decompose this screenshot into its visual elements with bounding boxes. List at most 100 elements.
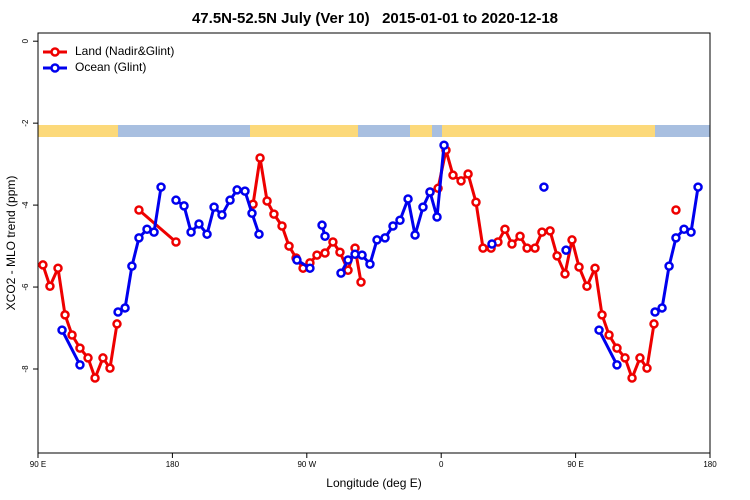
data-point [612, 360, 622, 370]
data-point [269, 209, 279, 219]
data-point [507, 239, 517, 249]
data-point [539, 182, 549, 192]
data-point [425, 187, 435, 197]
data-point [247, 208, 257, 219]
data-point [635, 353, 645, 363]
y-tick-label: 0 [21, 38, 30, 43]
data-point [418, 202, 428, 212]
data-point [336, 268, 346, 278]
land-band [250, 125, 358, 137]
data-point [171, 237, 181, 247]
data-point [537, 227, 547, 237]
data-point [225, 195, 235, 205]
data-point [112, 319, 122, 329]
data-point [365, 259, 375, 269]
data-point [328, 237, 338, 247]
data-point [254, 229, 264, 239]
data-point [456, 176, 466, 186]
data-point [356, 277, 366, 287]
x-tick-label: 180 [166, 460, 180, 469]
data-point [194, 219, 204, 229]
data-point [134, 205, 144, 215]
data-point [500, 224, 510, 235]
y-tick-label: -8 [21, 365, 30, 373]
land-band [38, 125, 118, 137]
data-point [522, 243, 532, 253]
data-point [57, 325, 67, 335]
legend-label: Land (Nadir&Glint) [75, 44, 174, 58]
data-point [487, 239, 497, 249]
x-tick-label: 180 [703, 460, 717, 469]
plot-frame [37, 32, 711, 454]
data-point [388, 221, 398, 231]
data-point [657, 303, 667, 313]
data-point [284, 241, 294, 251]
data-point [83, 353, 93, 363]
data-point [604, 330, 614, 340]
data-point [612, 343, 622, 353]
x-axis-label: Longitude (deg E) [326, 476, 421, 490]
data-point [75, 343, 85, 353]
data-point [594, 325, 604, 335]
y-tick-label: -2 [21, 119, 30, 127]
y-tick-label: -4 [21, 201, 30, 209]
data-point [320, 248, 330, 258]
data-point [410, 230, 420, 240]
legend-label: Ocean (Glint) [75, 60, 146, 74]
data-point [134, 233, 144, 243]
data-point [642, 363, 652, 373]
data-point [45, 281, 55, 291]
data-point [209, 202, 219, 212]
data-point [67, 330, 77, 340]
chart-title: 47.5N-52.5N July (Ver 10) 2015-01-01 to … [192, 10, 558, 27]
data-point [372, 235, 382, 245]
data-point [60, 310, 70, 320]
data-point [664, 261, 674, 271]
data-point [232, 185, 242, 195]
land-ocean-band [38, 125, 710, 137]
data-point [439, 140, 449, 151]
data-point [343, 255, 353, 265]
data-point [567, 235, 577, 245]
legend-marker [50, 63, 60, 73]
data-point [380, 233, 390, 243]
data-point [277, 221, 287, 231]
data-point [590, 263, 600, 273]
data-point [149, 227, 159, 237]
data-point [560, 269, 570, 279]
y-tick-label: -6 [21, 283, 30, 291]
data-point [671, 233, 681, 243]
data-point [620, 353, 630, 363]
data-point [179, 201, 189, 211]
data-point [186, 227, 196, 237]
data-point [202, 229, 212, 239]
data-point [471, 197, 481, 207]
data-point [395, 215, 405, 226]
data-point [335, 247, 345, 257]
data-point [627, 373, 637, 383]
data-point [552, 251, 562, 261]
data-point [38, 260, 48, 270]
data-point [240, 186, 250, 196]
data-point [90, 373, 100, 383]
data-point [574, 262, 584, 272]
data-point [561, 245, 571, 255]
data-point [478, 243, 488, 253]
data-point [597, 310, 607, 320]
data-point [403, 194, 413, 204]
data-point [75, 360, 85, 370]
data-point [545, 226, 555, 236]
data-point [98, 353, 108, 363]
legend-marker [50, 47, 60, 57]
data-point [320, 231, 330, 241]
data-point [448, 170, 458, 180]
land-band [442, 125, 655, 137]
land-band [410, 125, 432, 137]
data-point [530, 243, 540, 253]
data-point [357, 250, 367, 260]
x-tick-label: 0 [439, 460, 444, 469]
y-axis-label: XCO2 - MLO trend (ppm) [4, 176, 18, 311]
x-tick-label: 90 E [30, 460, 46, 469]
data-point [317, 220, 327, 230]
